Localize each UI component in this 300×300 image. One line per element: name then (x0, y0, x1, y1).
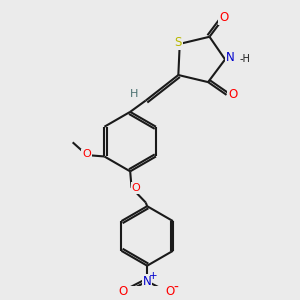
Text: O: O (82, 149, 91, 160)
Text: H: H (130, 89, 138, 99)
Text: -: - (174, 280, 178, 295)
Text: O: O (228, 88, 237, 101)
Text: O: O (165, 285, 175, 298)
Text: +: + (149, 271, 158, 281)
Text: -H: -H (240, 54, 251, 64)
Text: O: O (219, 11, 228, 24)
Text: N: N (143, 275, 152, 288)
Text: O: O (132, 183, 140, 194)
Text: O: O (119, 285, 128, 298)
Text: N: N (226, 51, 234, 64)
Text: S: S (175, 36, 182, 49)
